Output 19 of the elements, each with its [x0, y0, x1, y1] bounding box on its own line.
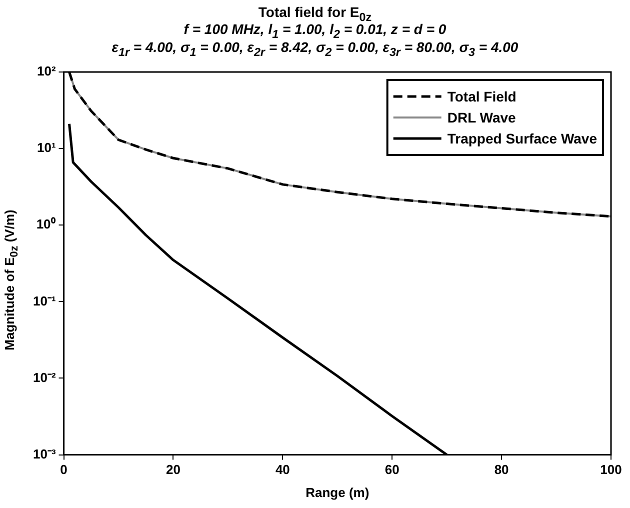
x-tick-label: 100 — [600, 462, 622, 478]
y-tick-label: 10⁻¹ — [32, 293, 56, 308]
text: f = 100 MHz, l$_{1}$ = 1.00, l$_{2}$ = 0.01, z = d = 0 — [184, 21, 446, 41]
x-tick-label: 20 — [166, 462, 180, 478]
y-tick-label: 10⁻³ — [32, 446, 56, 462]
x-tick-label: 40 — [275, 462, 290, 478]
y-tick-label: 10¹ — [36, 140, 56, 156]
y-tick-label: 10⁻² — [32, 370, 56, 385]
x-axis-title: Range (m) — [306, 484, 370, 500]
x-tick-label: 80 — [494, 462, 509, 478]
legend-label: DRL Wave — [447, 109, 516, 126]
legend-label: Total Field — [447, 88, 516, 104]
x-tick-label: 0 — [60, 462, 68, 478]
x-tick-label: 60 — [384, 462, 400, 478]
y-tick-label: 10⁰ — [36, 216, 56, 232]
text: ε$_{1r}$ = 4.00, σ$_{1}$ = 0.00, ε$_{2r}$ = 8.42, σ$_{2}$ = 0.00, ε$_{3r}$ = 80.00, σ$_{3}$ = 4.00 — [112, 39, 518, 59]
y-tick-label: 10² — [36, 64, 56, 79]
legend-label: Trapped Surface Wave — [447, 130, 598, 146]
chart-title: Total field for E$_{0z}$ — [258, 4, 372, 24]
